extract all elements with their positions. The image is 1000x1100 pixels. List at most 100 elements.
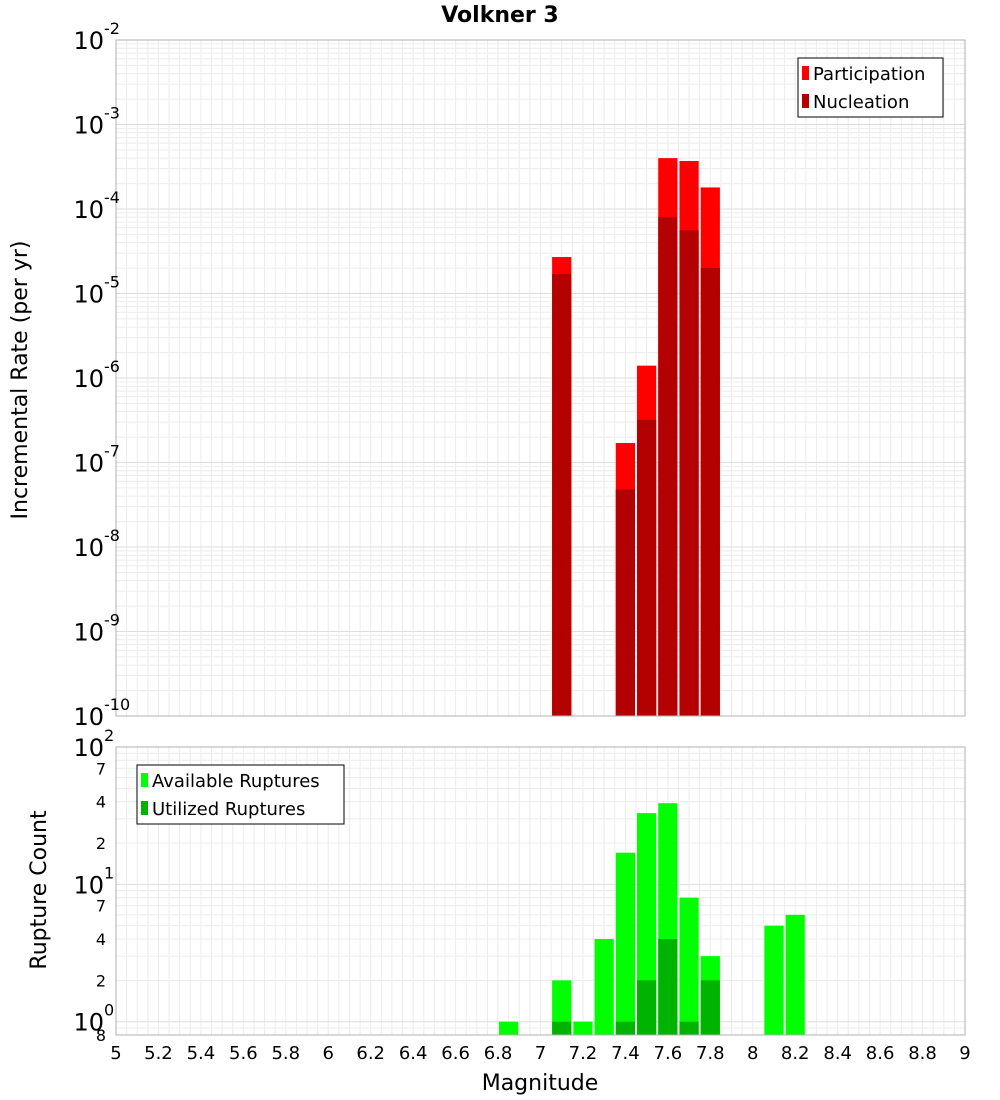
legend-label: Utilized Ruptures [152, 799, 305, 820]
y-tick-label-exponent: -5 [104, 273, 120, 292]
bar-available-ruptures [594, 939, 614, 1035]
bar-utilized-ruptures [658, 939, 678, 1035]
x-tick-label: 6.4 [399, 1043, 428, 1064]
y-tick-label-base: 10 [73, 734, 104, 762]
x-tick-label: 8.8 [908, 1043, 937, 1064]
x-tick-label: 5 [110, 1043, 121, 1064]
x-tick-label: 8.2 [781, 1043, 810, 1064]
legend-box [136, 764, 345, 825]
legend-swatch [141, 801, 148, 815]
top-gridlines [115, 39, 966, 717]
bar-utilized-ruptures [552, 1021, 572, 1035]
y-tick-label-minor: 4 [96, 793, 106, 812]
bar-nucleation [637, 419, 657, 716]
y-tick-label-exponent: 2 [104, 726, 114, 745]
bar-available-ruptures [552, 980, 572, 1035]
bottom-y-axis-label: Rupture Count [27, 810, 52, 970]
bar-available-ruptures [679, 897, 699, 1035]
x-tick-label: 8.6 [866, 1043, 895, 1064]
y-tick-label-exponent: -6 [104, 357, 120, 376]
top-series-1 [552, 217, 720, 716]
x-tick-label: 7.8 [696, 1043, 725, 1064]
y-tick-label-exponent: -4 [104, 188, 120, 207]
x-tick-label: 6 [323, 1043, 334, 1064]
x-tick-label: 7.4 [611, 1043, 640, 1064]
y-tick-label-exponent: 1 [104, 863, 114, 882]
x-tick-label: 5.2 [144, 1043, 173, 1064]
y-tick-label-minor: 4 [96, 930, 106, 949]
bar-nucleation [679, 230, 699, 716]
x-tick-label: 9 [959, 1043, 970, 1064]
y-tick-label-base: 10 [73, 112, 104, 140]
y-tick-label-base: 10 [73, 365, 104, 393]
bar-available-ruptures [637, 813, 657, 1035]
y-tick-label-minor: 7 [96, 897, 106, 916]
top-plot-border [115, 39, 966, 717]
legend-swatch [802, 94, 809, 108]
chart-title: Volkner 3 [441, 3, 559, 28]
x-tick-label: 8 [747, 1043, 758, 1064]
top-y-axis-label: Incremental Rate (per yr) [8, 241, 33, 520]
bottom-plot-border [115, 746, 966, 1036]
y-tick-label-base: 10 [73, 196, 104, 224]
x-tick-label: 7 [535, 1043, 546, 1064]
x-tick-label: 6.8 [484, 1043, 513, 1064]
y-tick-label-base: 10 [73, 450, 104, 478]
y-tick-label-exponent: 0 [104, 1001, 114, 1020]
y-tick-label-exponent: -8 [104, 526, 120, 545]
bar-available-ruptures [499, 1021, 519, 1035]
y-tick-label-minor: 8 [96, 1026, 106, 1045]
top-y-tick-labels: 10-210-310-410-510-610-710-810-910-10 [73, 19, 130, 731]
bar-nucleation [658, 217, 678, 716]
legend-label: Participation [813, 64, 925, 85]
legend-label: Available Ruptures [152, 771, 320, 792]
bar-utilized-ruptures [679, 1021, 699, 1035]
y-tick-label-exponent: -9 [104, 611, 120, 630]
bar-utilized-ruptures [700, 980, 720, 1035]
bar-nucleation [615, 489, 636, 716]
legend-swatch [802, 66, 809, 80]
y-tick-label-base: 10 [73, 619, 104, 647]
top-plot-area: 10-210-310-410-510-610-710-810-910 -10Par… [73, 19, 966, 731]
y-tick-label-exponent: -10 [104, 695, 130, 714]
bar-nucleation [552, 274, 572, 716]
y-tick-label-base: 10 [73, 1009, 104, 1037]
top-legend: Participation Nucleation [797, 57, 944, 118]
y-tick-label-exponent: -2 [104, 19, 120, 38]
y-tick-label-exponent: -7 [104, 442, 120, 461]
y-tick-label-base: 10 [73, 534, 104, 562]
y-tick-label-minor: 7 [96, 759, 106, 778]
y-tick-label-base: 10 [73, 27, 104, 55]
x-tick-label: 5.4 [187, 1043, 216, 1064]
y-tick-label-minor: 2 [96, 971, 106, 990]
x-tick-labels: 5 5.2 5.4 5.6 5.8 6 6.2 6.4 6.6 6.8 7 7.2 7.4 7.6 7.8 8… [110, 1043, 970, 1064]
y-tick-label-base: 10 [73, 703, 104, 731]
x-tick-label: 5.8 [271, 1043, 300, 1064]
x-tick-label: 6.6 [441, 1043, 470, 1064]
x-tick-label: 8.4 [823, 1043, 852, 1064]
bar-utilized-ruptures [615, 1021, 636, 1035]
bottom-legend: Available Ruptures Utilized Ruptures [136, 764, 345, 825]
bar-available-ruptures [764, 925, 784, 1035]
legend-label: Nucleation [813, 92, 909, 113]
y-tick-label-minor: 2 [96, 834, 106, 853]
bar-nucleation [700, 268, 720, 716]
x-tick-label: 5.6 [229, 1043, 258, 1064]
y-tick-label-base: 10 [73, 281, 104, 309]
x-tick-label: 7.2 [569, 1043, 598, 1064]
y-tick-label-base: 10 [73, 871, 104, 899]
y-tick-label-exponent: -3 [104, 104, 120, 123]
legend-swatch [141, 773, 148, 787]
bar-available-ruptures [573, 1021, 593, 1035]
x-tick-label: 6.2 [356, 1043, 385, 1064]
x-tick-label: 7.6 [654, 1043, 683, 1064]
bar-utilized-ruptures [637, 980, 657, 1035]
legend-box [797, 57, 944, 118]
bottom-series-1 [552, 939, 720, 1035]
x-axis-label: Magnitude [482, 1071, 599, 1096]
bar-available-ruptures [785, 914, 805, 1035]
bar-available-ruptures [615, 852, 636, 1035]
